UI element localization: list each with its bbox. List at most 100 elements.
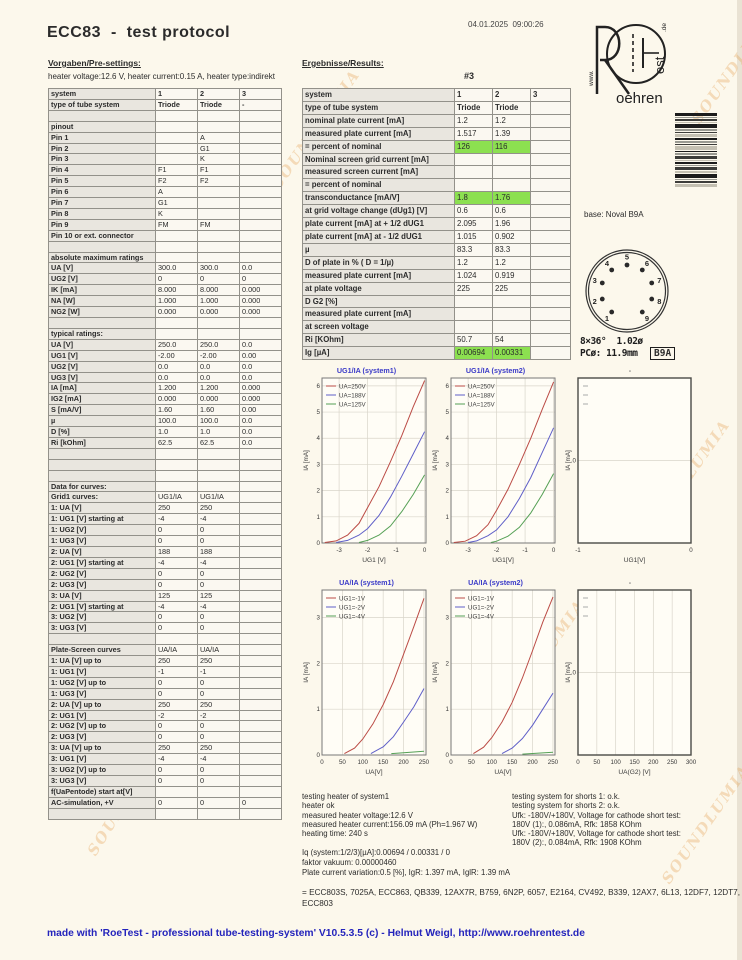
row-value: K	[155, 207, 198, 220]
row-value	[239, 774, 282, 787]
row-value: 0	[197, 720, 240, 733]
svg-text:3: 3	[593, 276, 597, 285]
svg-text:UG1[V]: UG1[V]	[624, 557, 646, 564]
table-row: Pin 9 FM FM	[48, 218, 282, 231]
footer-credit: made with 'RoeTest - professional tube-t…	[47, 928, 585, 939]
row-label: Pin 10 or ext. connector	[48, 229, 156, 242]
row-label: Grid1 curves:	[48, 491, 156, 504]
svg-text:2: 2	[446, 488, 450, 495]
row-label: absolute maximum ratings	[48, 251, 156, 264]
row-value	[239, 469, 282, 482]
row-value	[155, 480, 198, 493]
row-value	[239, 687, 282, 700]
row-label: measured plate current [mA]	[302, 126, 455, 141]
note-line: heating time: 240 s	[302, 829, 368, 839]
svg-text:UG1[V]: UG1[V]	[492, 557, 514, 564]
curve-chart: -3 -2 -1 0 0 1 2 3 4 5 6 UG1/IA (system1) UG1 [V] IA …	[303, 366, 427, 564]
row-value: 0.0	[239, 262, 282, 275]
row-value	[155, 458, 198, 471]
svg-text:5: 5	[317, 409, 321, 416]
row-label: transconductance [mA/V]	[302, 191, 455, 206]
row-value	[530, 268, 571, 283]
table-row: 2: UA [V] up to 250 250	[48, 698, 282, 711]
row-value: 188	[155, 545, 198, 558]
row-label: µ	[302, 242, 455, 257]
row-label: UG2 [V]	[48, 273, 156, 286]
table-row: Pin 7 G1	[48, 197, 282, 209]
svg-text:0: 0	[573, 458, 577, 465]
row-value: 83.3	[454, 242, 493, 257]
row-value: 0.00694	[454, 346, 493, 361]
row-value	[239, 709, 282, 722]
table-row	[48, 447, 282, 460]
row-value	[197, 240, 240, 253]
table-row: = percent of nominal 126 116	[302, 139, 571, 154]
row-value	[197, 109, 240, 122]
row-value	[155, 153, 198, 166]
svg-text:IA [mA]: IA [mA]	[565, 662, 572, 683]
table-row: 2: UA [V] 188 188	[48, 545, 282, 558]
row-value	[197, 197, 240, 209]
table-row: Data for curves:	[48, 480, 282, 493]
svg-text:-3: -3	[465, 547, 471, 554]
row-value: 0	[155, 611, 198, 624]
row-label	[48, 458, 156, 471]
row-value: 300.0	[155, 262, 198, 275]
svg-text:8: 8	[657, 297, 661, 306]
row-label: type of tube system	[48, 98, 156, 111]
row-value: 0.0	[239, 426, 282, 438]
socket-base-label: base: Noval B9A	[584, 210, 644, 219]
table-row: at screen voltage	[302, 320, 571, 335]
row-label: f(UaPentode) start at[V]	[48, 785, 156, 798]
row-value: 1	[155, 88, 198, 100]
row-label	[48, 317, 156, 329]
row-value	[454, 178, 493, 193]
row-value: 1.200	[155, 382, 198, 395]
table-row: measured plate current [mA] 1.024 0.919	[302, 268, 571, 283]
table-row	[48, 807, 282, 820]
row-label	[48, 633, 156, 646]
row-value: 1.2	[454, 255, 493, 270]
table-row: 3: UA [V] 125 125	[48, 589, 282, 602]
row-value: 0	[197, 611, 240, 624]
row-value: UA/IA	[155, 644, 198, 657]
row-label: Pin 5	[48, 175, 156, 188]
row-value: 0.000	[197, 393, 240, 406]
svg-text:1: 1	[605, 314, 609, 323]
row-value: UA/IA	[197, 644, 240, 657]
svg-text:200: 200	[648, 759, 659, 766]
row-value: 0	[197, 567, 240, 580]
row-value: 0	[155, 567, 198, 580]
table-row	[48, 458, 282, 471]
row-label: Pin 1	[48, 131, 156, 144]
row-value	[530, 178, 571, 193]
row-value	[239, 153, 282, 166]
results-heading: Ergebnisse/Results:	[302, 58, 384, 68]
socket-dim-angle: 8×36° 1.02ø	[580, 336, 643, 347]
row-value: 1.015	[454, 229, 493, 244]
table-row: system 1 2 3	[48, 88, 282, 100]
table-row: absolute maximum ratings	[48, 251, 282, 264]
row-label: 2: UA [V]	[48, 545, 156, 558]
row-value	[530, 320, 571, 335]
row-value: 62.5	[197, 436, 240, 449]
row-label: at grid voltage change (dUg1) [V]	[302, 204, 455, 219]
row-value: 0	[155, 796, 198, 809]
row-value	[239, 458, 282, 471]
row-value	[530, 281, 571, 296]
svg-text:UG1=-2V: UG1=-2V	[339, 604, 366, 611]
row-value: 0.00	[239, 404, 282, 417]
table-row: 1: UG2 [V] 0 0	[48, 524, 282, 537]
row-label: 3: UG2 [V] up to	[48, 764, 156, 776]
table-row: 3: UA [V] up to 250 250	[48, 742, 282, 755]
svg-text:UA=125V: UA=125V	[339, 401, 367, 408]
row-label: Pin 6	[48, 186, 156, 199]
table-row: 3: UG3 [V] 0 0	[48, 774, 282, 787]
svg-text:200: 200	[527, 759, 538, 766]
table-row: IK [mA] 8.000 8.000 0.000	[48, 284, 282, 297]
row-label: 2: UG2 [V]	[48, 567, 156, 580]
svg-text:4: 4	[605, 259, 610, 268]
row-value: 0.000	[155, 306, 198, 318]
table-row: 1: UA [V] up to 250 250	[48, 655, 282, 667]
row-label: 1: UA [V] up to	[48, 655, 156, 667]
